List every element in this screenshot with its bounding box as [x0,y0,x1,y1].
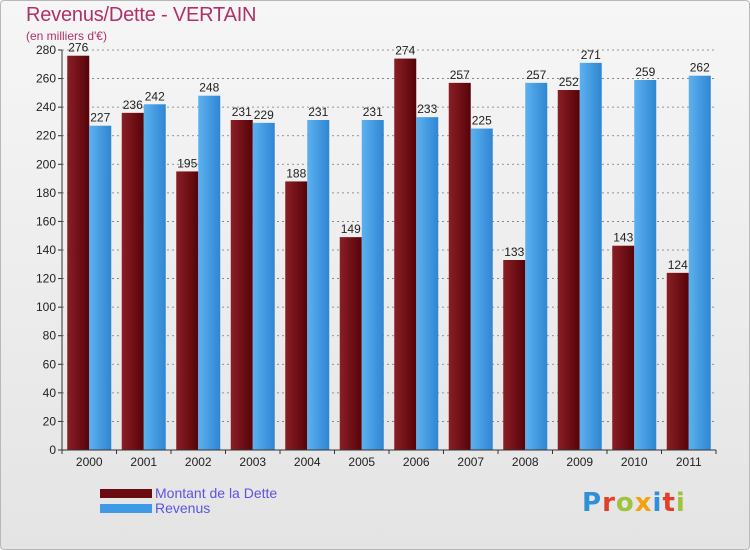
x-tick-label: 2008 [512,455,539,469]
proxiti-logo: Proxiti [582,488,686,518]
data-label: 262 [690,61,710,75]
x-tick-label: 2007 [457,455,484,469]
y-tick-label: 80 [43,329,57,343]
x-tick-label: 2002 [185,455,212,469]
data-label: 227 [90,111,110,125]
data-label: 233 [417,102,437,116]
logo-letter: x [634,488,653,518]
data-label: 195 [177,156,197,170]
data-label: 257 [526,68,546,82]
data-label: 133 [504,245,524,259]
debt-bar [176,171,199,450]
revenue-bar [307,120,330,450]
y-tick-label: 160 [36,214,56,228]
y-tick-label: 180 [36,186,56,200]
data-label: 143 [613,231,633,245]
chart-subtitle: (en milliers d'€) [26,29,107,43]
data-label: 259 [635,65,655,79]
x-tick-label: 2009 [566,455,593,469]
data-label: 242 [145,89,165,103]
debt-bar [394,58,417,450]
revenue-bar [89,125,112,450]
data-label: 124 [668,258,688,272]
logo-letter: i [675,488,686,518]
revenue-bar [143,104,166,451]
y-tick-label: 260 [36,72,56,86]
debt-bar [67,55,90,450]
debt-bar [230,120,253,450]
legend-label-debt: Montant de la Dette [155,485,278,501]
debt-bar [557,90,580,450]
data-label: 271 [581,48,601,62]
data-label: 231 [363,105,383,119]
revenue-bar [416,117,439,451]
legend-label-revenue: Revenus [155,500,211,516]
revenue-bar [525,82,548,450]
gridlines [62,49,716,451]
data-label: 274 [395,44,415,58]
y-tick-label: 120 [36,272,56,286]
legend-swatch-revenue [100,504,152,513]
x-tick-label: 2006 [403,455,430,469]
y-tick-label: 280 [36,43,56,57]
data-label: 257 [450,68,470,82]
y-tick-label: 200 [36,157,56,171]
debt-bar [503,260,526,450]
data-label: 276 [68,41,88,55]
data-label: 225 [472,114,492,128]
revenue-bar [579,62,602,450]
y-tick-label: 0 [49,443,56,457]
revenue-bar [198,95,221,450]
x-tick-label: 2003 [239,455,266,469]
debt-bar [339,237,362,450]
data-label: 188 [286,166,306,180]
data-label: 252 [559,75,579,89]
x-tick-label: 2000 [76,455,103,469]
data-label: 236 [123,98,143,112]
revenue-bar [688,75,711,450]
y-tick-label: 40 [43,386,57,400]
revenue-bar [634,80,657,450]
logo-letter: t [662,488,676,518]
debt-bar [612,245,635,450]
y-tick-label: 100 [36,300,56,314]
x-tick-label: 2004 [294,455,321,469]
data-label: 248 [199,81,219,95]
x-tick-label: 2005 [348,455,375,469]
chart-title: Revenus/Dette - VERTAIN [26,4,257,26]
revenue-bar [470,128,493,451]
x-tick-label: 2001 [130,455,157,469]
y-tick-label: 20 [43,414,57,428]
revenue-bar [361,120,384,450]
logo-letter: r [602,488,616,518]
data-label: 149 [341,222,361,236]
revenue-bar [252,122,275,450]
y-tick-label: 220 [36,129,56,143]
logo-letter: i [652,488,663,518]
legend-swatch-debt [100,489,152,498]
y-tick-label: 140 [36,243,56,257]
axes: 0 20 40 60 80 100 120 140 160 180 200 220 240 260 280 2… [36,43,717,469]
data-label: 231 [232,105,252,119]
debt-bar [121,112,144,450]
debt-bar [448,82,471,450]
debt-bar [666,272,689,450]
data-label: 229 [254,108,274,122]
y-tick-label: 240 [36,100,56,114]
y-tick-label: 60 [43,357,57,371]
debt-bar [285,181,308,450]
x-tick-label: 2011 [676,455,702,469]
logo-letter: P [582,488,603,518]
data-label: 231 [308,105,328,119]
x-tick-label: 2010 [621,455,648,469]
logo-letter: o [615,488,635,518]
